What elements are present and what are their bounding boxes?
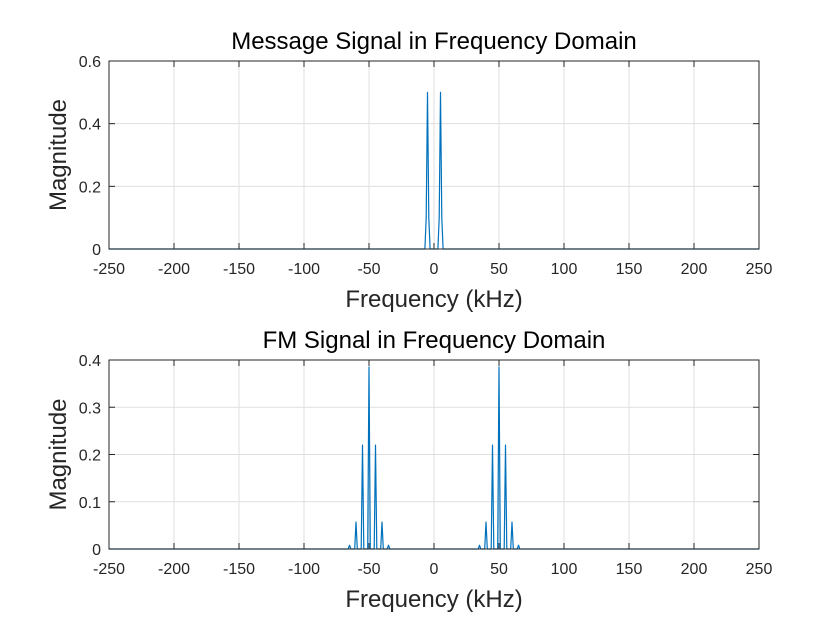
fm-spectrum-x-tick-label: -250 — [93, 561, 125, 578]
fm-spectrum-x-tick-label: -150 — [223, 561, 255, 578]
message-spectrum-y-tick-label: 0 — [92, 242, 101, 259]
message-spectrum-ylabel: Magnitude — [45, 99, 72, 211]
fm-spectrum-y-tick-label: 0.1 — [79, 495, 101, 512]
message-spectrum-x-tick-label: -150 — [223, 261, 255, 278]
fm-spectrum-x-tick-label: 150 — [616, 561, 643, 578]
fm-spectrum-ticks: -250 -200 -150 -100 -50 0 50 100 150 200 250 0 0.1 0.… — [79, 353, 773, 578]
fm-spectrum-y-tick-label: 0.4 — [79, 353, 101, 370]
message-spectrum-grid — [108, 60, 760, 250]
message-spectrum-xlabel: Frequency (kHz) — [345, 286, 522, 313]
message-spectrum-x-tick-label: 100 — [551, 261, 578, 278]
fm-spectrum-x-tick-label: -100 — [288, 561, 320, 578]
message-spectrum-x-tick-label: -100 — [288, 261, 320, 278]
message-spectrum-x-tick-label: 250 — [746, 261, 773, 278]
fm-spectrum-y-tick-label: 0.3 — [79, 400, 101, 417]
fm-spectrum-x-tick-label: 0 — [430, 561, 439, 578]
fm-spectrum-x-tick-label: -50 — [357, 561, 380, 578]
message-spectrum-subplot: -250 -200 -150 -100 -50 0 50 100 150 200 250 0 0.2 0.… — [45, 28, 772, 313]
fm-spectrum-x-tick-label: 250 — [746, 561, 773, 578]
message-spectrum-x-tick-label: 50 — [490, 261, 508, 278]
fm-spectrum-xlabel: Frequency (kHz) — [345, 586, 522, 613]
message-spectrum-axes-box — [108, 60, 760, 250]
message-spectrum-x-tick-label: -50 — [357, 261, 380, 278]
message-spectrum-y-tick-label: 0.4 — [79, 117, 101, 134]
fm-spectrum-y-tick-label: 0 — [92, 542, 101, 559]
fm-spectrum-ylabel: Magnitude — [45, 398, 72, 510]
fm-spectrum-title: FM Signal in Frequency Domain — [263, 327, 606, 354]
fm-spectrum-x-tick-label: -200 — [158, 561, 190, 578]
message-spectrum-y-tick-label: 0.2 — [79, 179, 101, 196]
fm-spectrum-y-tick-label: 0.2 — [79, 448, 101, 465]
fm-spectrum-axes-box — [108, 359, 760, 550]
message-spectrum-title: Message Signal in Frequency Domain — [231, 28, 637, 55]
message-spectrum-x-tick-label: 0 — [430, 261, 439, 278]
fm-spectrum-x-tick-label: 100 — [551, 561, 578, 578]
message-spectrum-x-tick-label: -200 — [158, 261, 190, 278]
message-spectrum-ticks: -250 -200 -150 -100 -50 0 50 100 150 200 250 0 0.2 0.… — [79, 54, 773, 278]
fm-spectrum-grid — [108, 359, 760, 550]
message-spectrum-x-tick-label: 150 — [616, 261, 643, 278]
fm-spectrum-x-tick-label: 50 — [490, 561, 508, 578]
message-spectrum-x-tick-label: 200 — [681, 261, 708, 278]
message-spectrum-y-tick-label: 0.6 — [79, 54, 101, 71]
fm-spectrum-x-tick-label: 200 — [681, 561, 708, 578]
message-spectrum-x-tick-label: -250 — [93, 261, 125, 278]
fm-spectrum-subplot: -250 -200 -150 -100 -50 0 50 100 150 200 250 0 0.1 0.… — [45, 327, 772, 613]
